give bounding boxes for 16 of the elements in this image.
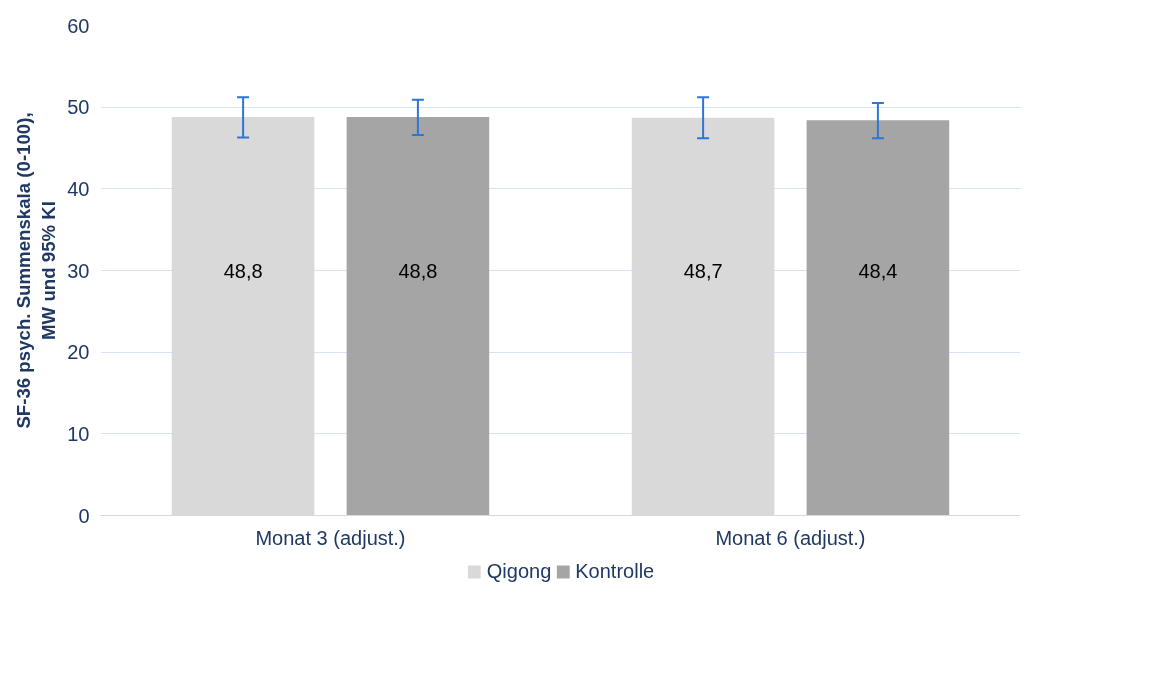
y-tick-label: 60	[67, 14, 90, 37]
y-axis-title: SF-36 psych. Summenskala (0-100), MW und 95% KI	[13, 112, 60, 429]
data-label: 48,8	[398, 259, 438, 282]
data-label: 48,7	[683, 259, 723, 282]
y-tick-label: 0	[78, 504, 90, 527]
legend-label: Kontrolle	[575, 559, 655, 583]
y-tick-label: 20	[67, 341, 90, 364]
x-tick-label: Monat 3 (adjust.)	[255, 526, 406, 549]
x-tick-label: Monat 6 (adjust.)	[715, 526, 866, 549]
legend-label: Qigong	[486, 559, 552, 583]
y-tick-label: 40	[67, 177, 90, 200]
data-label: 48,4	[858, 259, 898, 282]
y-tick-label: 30	[67, 259, 90, 282]
y-tick-label: 50	[67, 96, 90, 119]
y-tick-label: 10	[67, 422, 90, 445]
data-label: 48,8	[223, 259, 263, 282]
